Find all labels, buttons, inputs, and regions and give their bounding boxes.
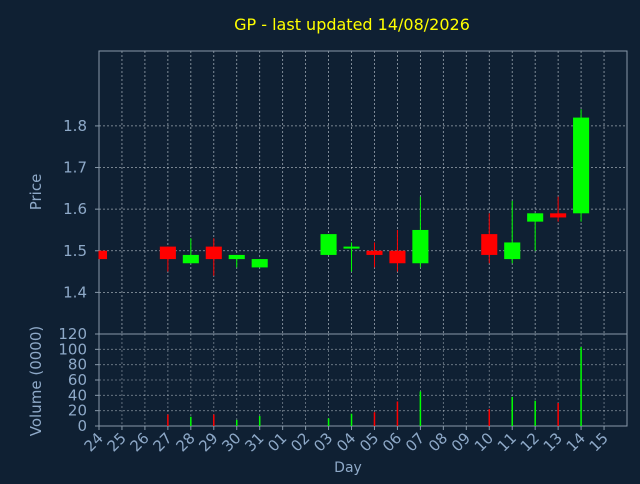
volume-axis-label: Volume (0000) xyxy=(27,326,45,436)
candle-body xyxy=(159,246,176,260)
volume-tick-label: 0 xyxy=(77,417,87,435)
volume-tick-label: 20 xyxy=(68,402,87,420)
candle-body xyxy=(320,234,337,255)
volume-tick-label: 100 xyxy=(58,340,87,358)
candle-body xyxy=(99,250,108,260)
volume-bar xyxy=(167,414,169,426)
volume-bar xyxy=(511,396,513,426)
candle-body xyxy=(205,246,222,260)
candle-body xyxy=(182,254,199,264)
volume-bar xyxy=(213,414,215,426)
volume-tick-label: 120 xyxy=(58,325,87,343)
volume-bar xyxy=(258,416,261,426)
price-tick-label: 1.7 xyxy=(63,159,87,177)
volume-bar xyxy=(373,412,376,426)
x-tick-label: 15 xyxy=(586,429,612,455)
price-tick-label: 1.8 xyxy=(63,117,87,135)
candle-body xyxy=(389,250,406,264)
price-panel-frame xyxy=(98,50,628,335)
price-tick-label: 1.5 xyxy=(63,242,87,260)
volume-bar xyxy=(557,403,559,426)
x-axis-label: Day xyxy=(334,460,362,476)
volume-tick-label: 80 xyxy=(68,356,87,374)
price-axis-label: Price xyxy=(27,174,45,211)
volume-panel-frame xyxy=(98,333,628,427)
volume-bar xyxy=(580,347,582,426)
volume-bar xyxy=(488,409,491,426)
chart-title: GP - last updated 14/08/2026 xyxy=(234,15,470,34)
candle-body xyxy=(412,229,429,264)
volume-bar xyxy=(350,413,353,426)
volume-bar xyxy=(327,418,330,426)
volume-bar xyxy=(396,401,399,426)
candle-body xyxy=(550,213,567,218)
candle-body xyxy=(343,246,360,249)
candle-body xyxy=(251,259,268,268)
price-tick-label: 1.4 xyxy=(63,283,87,301)
candle-body xyxy=(527,213,544,222)
volume-tick-label: 60 xyxy=(68,371,87,389)
volume-bar xyxy=(190,416,192,426)
candle-body xyxy=(366,250,383,255)
volume-bar xyxy=(534,400,536,426)
candle-body xyxy=(228,254,245,260)
candle-body xyxy=(481,234,498,255)
candle-body xyxy=(504,242,521,260)
volume-bar xyxy=(235,419,238,426)
candle-body xyxy=(573,117,590,214)
volume-bar xyxy=(419,391,422,426)
volume-tick-label: 40 xyxy=(68,386,87,404)
price-tick-label: 1.6 xyxy=(63,200,87,218)
